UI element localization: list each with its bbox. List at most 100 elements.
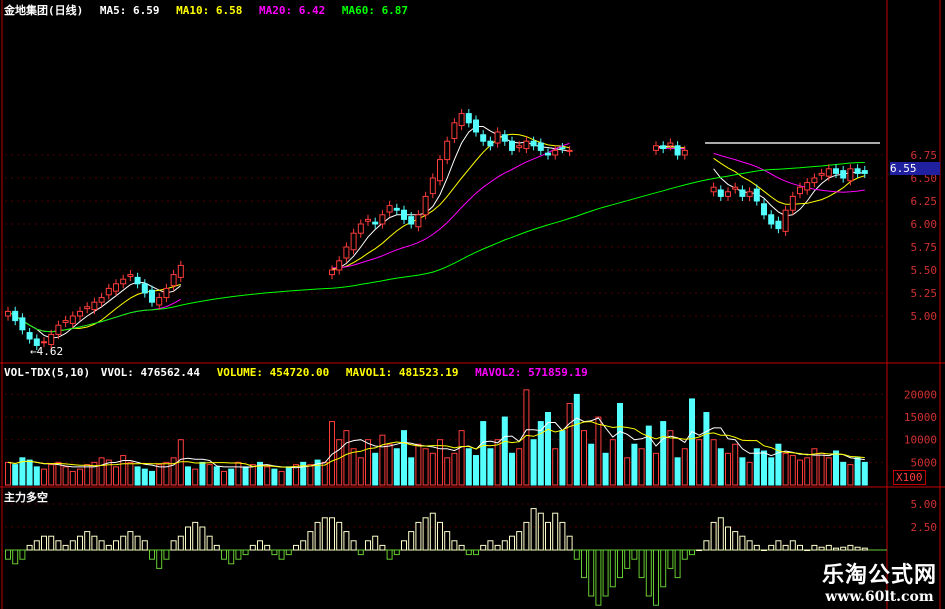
indicator-bar-positive — [372, 535, 379, 551]
indicator-bar-positive — [458, 544, 465, 551]
volume-bar — [163, 461, 170, 486]
price-tick-label: 5.00 — [911, 310, 938, 323]
volume-bar — [444, 457, 451, 486]
volume-bar — [307, 464, 314, 486]
volume-bar — [235, 461, 242, 486]
volume-bar — [537, 421, 544, 486]
indicator-bar-positive — [113, 540, 119, 551]
volume-bar — [120, 455, 127, 486]
candle-body — [91, 301, 98, 311]
indicator-tick-label: 5.00 — [911, 498, 938, 511]
volume-bar — [41, 468, 47, 486]
volume-bar — [473, 455, 479, 486]
volume-bar — [775, 443, 782, 486]
volume-unit-label: X100 — [893, 470, 926, 485]
candle-body — [674, 145, 681, 156]
volume-bar — [847, 464, 854, 486]
candle-body — [98, 297, 105, 303]
candle-body — [775, 220, 782, 230]
volume-bar — [213, 466, 220, 486]
low-price-label: ←4.62 — [30, 345, 64, 358]
indicator-bar-positive — [768, 544, 775, 551]
indicator-bar-negative — [235, 549, 242, 560]
ma-line-ma60 — [7, 162, 865, 333]
volume-bar — [199, 461, 206, 486]
candle-body — [343, 246, 350, 259]
volume-bar — [797, 459, 803, 486]
mavol2-value: MAVOL2: 571859.19 — [475, 366, 588, 379]
volume-tick-label: 15000 — [904, 411, 937, 424]
volume-bar — [818, 452, 825, 486]
candle-body — [329, 269, 335, 276]
volume-bar — [501, 416, 508, 486]
indicator-bar-negative — [631, 549, 638, 560]
candle-body — [357, 223, 364, 234]
indicator-bar-negative — [12, 549, 19, 565]
candle-body — [811, 177, 818, 184]
volume-bar — [609, 439, 616, 486]
indicator-bar-positive — [753, 544, 760, 551]
indicator-bar-negative — [588, 549, 595, 597]
ma5-value: MA5: 6.59 — [99, 4, 160, 17]
volume-bar — [91, 461, 98, 486]
volume-bar — [300, 461, 307, 486]
volume-bar — [314, 459, 321, 486]
ma10-value: MA10: 6.58 — [176, 4, 243, 17]
ma60-value: MA60: 6.87 — [341, 4, 409, 17]
indicator-bar-positive — [170, 540, 177, 551]
indicator-bar-positive — [257, 540, 263, 551]
mavol-line-1 — [7, 417, 865, 469]
volume-bar — [221, 470, 227, 486]
volume-bar — [552, 448, 559, 486]
volume-bar — [48, 464, 55, 486]
volume-tick-label: 10000 — [904, 434, 937, 447]
indicator-bar-positive — [732, 531, 739, 551]
vol-indicator-name: VOL-TDX(5,10) — [4, 366, 91, 379]
volume-bar — [458, 430, 465, 486]
volume-bar — [509, 452, 515, 486]
price-header: 金地集团(日线) MA5: 6.59 MA10: 6.58 MA20: 6.42… — [4, 2, 418, 18]
volume-bar — [753, 448, 760, 486]
volume-bar — [321, 461, 328, 486]
volume-bar — [429, 452, 436, 486]
volume-bar — [156, 464, 163, 486]
candle-body — [105, 287, 112, 296]
volume-bar — [84, 464, 91, 486]
candle-body — [177, 264, 184, 278]
volume-bar — [451, 452, 458, 486]
indicator-bar-negative — [689, 549, 695, 556]
indicator-bar-positive — [739, 535, 746, 551]
price-tick-label: 6.25 — [911, 195, 938, 208]
indicator-bar-negative — [156, 549, 163, 569]
indicator-bar-positive — [408, 531, 415, 551]
volume-bar — [516, 448, 523, 486]
watermark: 乐淘公式网 www.60lt.com — [822, 557, 937, 605]
indicator-tick-label: 2.50 — [911, 521, 938, 534]
indicator-bar-positive — [537, 512, 544, 551]
volume-bar — [285, 466, 292, 486]
candle-body — [480, 134, 487, 142]
volume-bar — [573, 393, 580, 486]
candle-body — [753, 188, 760, 202]
volume-bar — [861, 461, 868, 486]
indicator-bar-positive — [710, 521, 717, 551]
candle-body — [170, 274, 177, 287]
indicator-bar-positive — [105, 544, 112, 551]
indicator-bar-positive — [401, 540, 407, 551]
mavol-line-2 — [7, 421, 865, 468]
volume-bar — [228, 468, 235, 486]
indicator-bar-positive — [69, 540, 76, 551]
indicator-bar-negative — [638, 549, 645, 579]
volume-bar — [264, 466, 271, 486]
candle-body — [134, 276, 141, 285]
candle-body — [5, 310, 11, 317]
indicator-bar-positive — [264, 544, 271, 551]
volume-bar — [581, 430, 587, 486]
watermark-url: www.60lt.com — [825, 589, 934, 605]
indicator-bar-positive — [379, 544, 386, 551]
candle-body — [782, 209, 789, 232]
candle-body — [494, 131, 501, 144]
indicator-bar-positive — [804, 549, 811, 551]
indicator-bar-positive — [33, 540, 40, 551]
